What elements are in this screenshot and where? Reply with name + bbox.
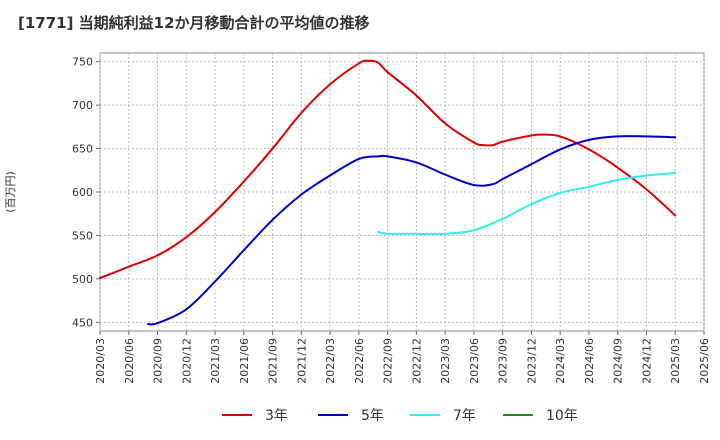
series-line-2 — [146, 135, 677, 326]
grid-layer — [99, 52, 705, 332]
x-tick-label: 2021/03 — [209, 338, 222, 384]
axis-layer: 450 500 550 600 650 700 750 2020/03 2020/06 2020/… — [4, 56, 711, 384]
x-tick-label: 2021/06 — [238, 338, 251, 384]
series-line-1 — [99, 59, 677, 280]
y-axis-label: (百万円) — [4, 171, 17, 213]
series-layer — [99, 59, 677, 326]
x-tick-label: 2020/06 — [123, 338, 136, 384]
y-tick-label: 600 — [72, 186, 93, 199]
x-tick-label: 2024/09 — [612, 338, 625, 384]
y-tick-label: 550 — [72, 229, 93, 242]
legend-label-2: 5年 — [361, 408, 384, 424]
x-tick-label: 2023/03 — [439, 338, 452, 384]
y-tick-label: 500 — [72, 273, 93, 286]
legend: 3年 5年 7年 10年 — [222, 408, 578, 424]
y-tick-label: 750 — [72, 56, 93, 69]
x-tick-label: 2022/06 — [353, 338, 366, 384]
x-tick-label: 2020/03 — [94, 338, 107, 384]
legend-label-3: 7年 — [453, 408, 476, 424]
legend-label-4: 10年 — [546, 408, 578, 424]
x-tick-label: 2020/09 — [152, 338, 165, 384]
x-tick-label: 2024/03 — [554, 338, 567, 384]
x-tick-label: 2021/12 — [295, 338, 308, 384]
x-tick-label: 2023/09 — [497, 338, 510, 384]
x-tick-label: 2020/12 — [180, 338, 193, 384]
y-tick-label: 700 — [72, 99, 93, 112]
x-tick-label: 2022/09 — [382, 338, 395, 384]
x-tick-label: 2021/09 — [267, 338, 280, 384]
chart-title: [1771] 当期純利益12か月移動合計の平均値の推移 — [18, 14, 370, 32]
series-line-3 — [377, 171, 677, 235]
x-tick-label: 2022/12 — [410, 338, 423, 384]
x-tick-label: 2023/06 — [468, 338, 481, 384]
x-tick-label: 2025/03 — [669, 338, 682, 384]
y-tick-label: 650 — [72, 143, 93, 156]
y-tick-label: 450 — [72, 316, 93, 329]
x-tick-label: 2024/06 — [583, 338, 596, 384]
x-tick-label: 2022/03 — [324, 338, 337, 384]
x-tick-label: 2024/12 — [640, 338, 653, 384]
x-tick-label: 2025/06 — [698, 338, 711, 384]
legend-label-1: 3年 — [265, 408, 288, 424]
x-tick-label: 2023/12 — [525, 338, 538, 384]
